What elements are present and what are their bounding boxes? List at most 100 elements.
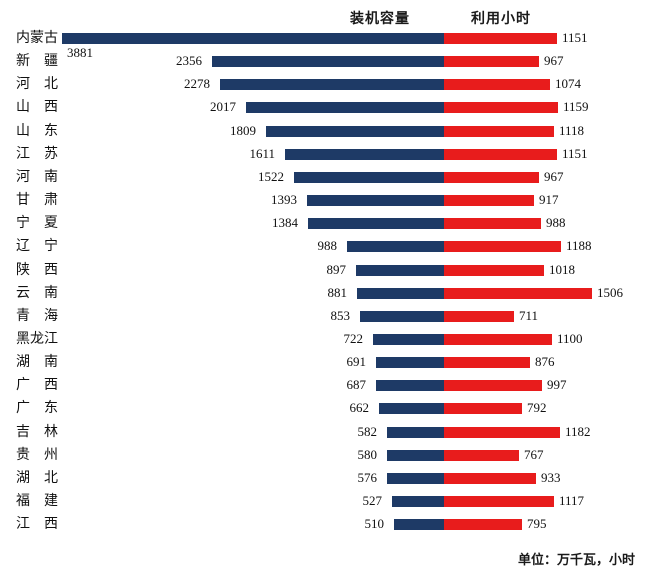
province-label: 云南 <box>16 286 58 301</box>
province-label: 山东 <box>16 124 58 139</box>
capacity-bar <box>379 403 444 415</box>
hours-value: 933 <box>541 469 561 485</box>
province-char: 北 <box>44 77 58 93</box>
province-char: 州 <box>44 447 58 463</box>
hours-bar <box>444 472 536 484</box>
province-label: 江苏 <box>16 147 58 162</box>
hours-bar <box>444 287 592 299</box>
province-char: 山 <box>16 123 30 139</box>
capacity-value: 687 <box>346 377 367 393</box>
province-char: 江 <box>44 331 58 347</box>
capacity-value: 722 <box>343 330 364 346</box>
chart-row: 内蒙古 3881 1151 <box>0 31 651 59</box>
province-char: 古 <box>44 31 58 46</box>
province-char: 南 <box>44 169 58 185</box>
province-label: 吉林 <box>16 425 58 440</box>
province-label: 贵州 <box>16 448 58 463</box>
hours-bar <box>444 519 522 531</box>
province-label: 内蒙古 <box>16 31 58 46</box>
capacity-bar <box>387 449 444 461</box>
province-char: 南 <box>44 285 58 301</box>
province-char: 西 <box>44 100 58 116</box>
hours-value: 711 <box>519 307 539 323</box>
hours-bar <box>444 380 542 392</box>
hours-value: 1117 <box>559 493 585 508</box>
capacity-bar <box>285 148 444 160</box>
province-char: 辽 <box>16 239 30 255</box>
chart-row: 广西 687 997 <box>0 377 651 393</box>
capacity-value: 897 <box>326 261 347 277</box>
province-char: 南 <box>44 355 58 371</box>
province-char: 陕 <box>16 262 30 278</box>
hours-value: 795 <box>527 516 547 532</box>
capacity-bar <box>308 218 444 230</box>
capacity-value: 580 <box>357 446 378 462</box>
province-char: 青 <box>16 308 30 324</box>
hours-bar <box>444 449 519 461</box>
capacity-bar <box>62 33 444 44</box>
hours-bar <box>444 56 539 68</box>
province-char: 湖 <box>16 355 30 371</box>
province-char: 疆 <box>44 54 58 70</box>
province-label: 湖北 <box>16 471 58 486</box>
province-char: 海 <box>44 308 58 324</box>
hours-bar <box>444 218 541 230</box>
hours-bar <box>444 426 560 438</box>
province-label: 湖南 <box>16 355 58 370</box>
province-label: 广东 <box>16 401 58 416</box>
chart-row: 云南 881 1506 <box>0 284 651 301</box>
capacity-value: 510 <box>364 516 385 532</box>
chart-row: 辽宁 988 1188 <box>0 239 651 255</box>
province-char: 林 <box>44 424 58 440</box>
province-char: 广 <box>16 378 30 394</box>
hours-value: 997 <box>547 377 567 393</box>
capacity-value: 2278 <box>184 76 210 92</box>
province-char: 西 <box>44 517 58 533</box>
hours-value: 1118 <box>559 122 585 138</box>
capacity-value: 2017 <box>210 99 236 115</box>
province-char: 河 <box>16 77 30 93</box>
province-char: 贵 <box>16 447 30 463</box>
province-label: 河南 <box>16 170 58 185</box>
capacity-bar <box>360 310 444 322</box>
chart-row: 河南 1522 967 <box>0 168 651 185</box>
province-char: 苏 <box>44 146 58 162</box>
hours-bar <box>444 403 522 415</box>
province-char: 北 <box>44 470 58 486</box>
hours-bar <box>444 148 557 160</box>
province-label: 甘肃 <box>16 193 58 208</box>
capacity-bar <box>376 380 444 392</box>
hours-bar <box>444 102 558 114</box>
province-label: 新疆 <box>16 54 58 69</box>
capacity-value: 1809 <box>230 122 256 138</box>
chart-row: 新疆 2356 967 <box>0 53 651 69</box>
chart-row: 福建 527 1117 <box>0 493 651 509</box>
province-char: 龙 <box>30 331 44 347</box>
capacity-value: 2356 <box>176 53 202 69</box>
hours-value: 876 <box>535 354 555 370</box>
province-char: 广 <box>16 401 30 417</box>
hours-bar <box>444 125 554 137</box>
province-label: 黑龙江 <box>16 332 58 347</box>
chart-row: 青海 853 711 <box>0 307 651 324</box>
chart-row: 山西 2017 1159 <box>0 99 651 116</box>
hours-value: 1182 <box>565 423 591 439</box>
province-label: 宁夏 <box>16 216 58 231</box>
chart-row: 广东 662 792 <box>0 401 651 416</box>
capacity-value: 1522 <box>258 168 284 184</box>
hours-value: 1074 <box>555 76 581 92</box>
capacity-bar <box>246 102 444 114</box>
province-label: 陕西 <box>16 263 58 278</box>
hours-bar <box>444 171 539 183</box>
hours-value: 1506 <box>597 284 623 300</box>
chart-row: 甘肃 1393 917 <box>0 193 651 208</box>
province-char: 新 <box>16 54 30 70</box>
capacity-bar <box>220 79 444 91</box>
hours-value: 967 <box>544 53 564 69</box>
chart-row: 陕西 897 1018 <box>0 261 651 278</box>
province-label: 广西 <box>16 378 58 393</box>
province-char: 内 <box>16 31 30 46</box>
chart-row: 山东 1809 1118 <box>0 122 651 139</box>
hours-value: 988 <box>546 215 566 231</box>
